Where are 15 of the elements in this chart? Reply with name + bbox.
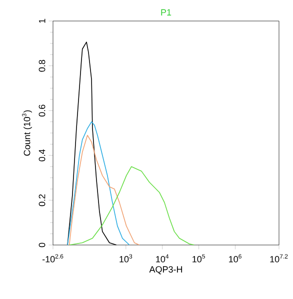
y-tick-label: 0.4 <box>38 149 46 162</box>
y-tick-label: 0.2 <box>38 194 46 206</box>
y-tick-label: 0.8 <box>38 60 46 72</box>
y-tick-label: 1 <box>39 18 46 23</box>
x-tick-label: -10$^{2.6}$ <box>42 254 64 262</box>
x-tick-label: 10$^{3}$ <box>120 254 132 262</box>
y-axis-title: Count (10$^{3}$) <box>22 110 32 156</box>
chart-title: P1 <box>161 9 172 16</box>
x-tick-label: 10$^{5}$ <box>192 254 205 262</box>
y-tick-label: 0 <box>38 242 46 248</box>
x-tick-label: 10$^{7.2}$ <box>270 254 288 262</box>
x-axis-title: AQP3-H <box>149 266 182 274</box>
x-tick-label: 10$^{4}$ <box>156 254 169 262</box>
x-tick-label: 10$^{6}$ <box>229 254 242 262</box>
y-tick-label: 0.6 <box>38 104 46 117</box>
